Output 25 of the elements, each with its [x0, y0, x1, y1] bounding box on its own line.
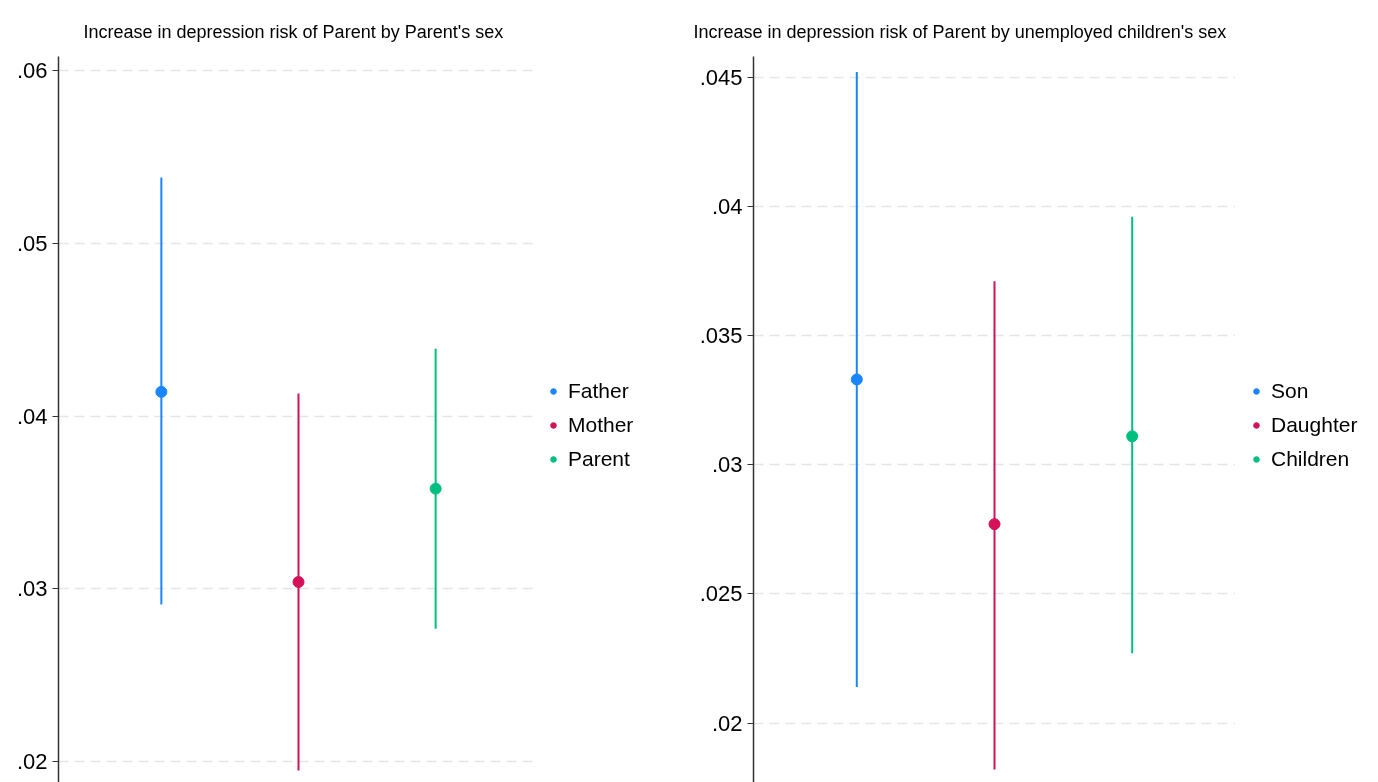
y-tick-label: .03: [16, 576, 48, 602]
legend-label: Mother: [568, 412, 634, 437]
point: [988, 518, 1001, 531]
y-tick-label: .025: [699, 581, 743, 607]
y-tick-label: .04: [16, 403, 48, 429]
point: [850, 373, 863, 386]
y-tick-label: .03: [711, 452, 743, 478]
legend-label: Son: [1271, 378, 1309, 403]
chart-title: Increase in depression risk of Parent by Parent's sex: [83, 21, 504, 42]
legend-label: Father: [568, 378, 629, 403]
chart-title: Increase in depression risk of Parent by unemployed children's sex: [693, 21, 1227, 42]
legend-label: Daughter: [1271, 412, 1358, 437]
y-tick-label: .02: [711, 710, 743, 736]
y-tick-label: .04: [711, 193, 743, 219]
legend-label: Children: [1271, 446, 1350, 471]
y-tick-label: .02: [16, 749, 48, 775]
y-tick-label: .035: [699, 323, 743, 349]
y-tick-label: .045: [699, 64, 743, 90]
point: [1126, 430, 1139, 443]
y-tick-label: .06: [16, 57, 48, 83]
legend-label: Parent: [568, 446, 630, 471]
point: [292, 576, 305, 588]
point: [155, 385, 168, 398]
y-tick-label: .05: [16, 230, 48, 256]
point: [429, 482, 442, 495]
